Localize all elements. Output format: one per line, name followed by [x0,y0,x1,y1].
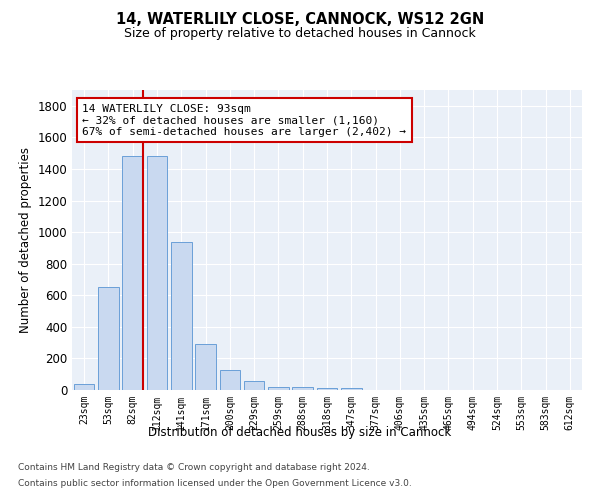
Bar [171,242,191,390]
Bar [341,388,362,390]
Bar [220,370,240,390]
Text: Size of property relative to detached houses in Cannock: Size of property relative to detached ho… [124,28,476,40]
Text: Contains public sector information licensed under the Open Government Licence v3: Contains public sector information licen… [18,478,412,488]
Bar [317,388,337,390]
Bar [122,156,143,390]
Text: 14 WATERLILY CLOSE: 93sqm
← 32% of detached houses are smaller (1,160)
67% of se: 14 WATERLILY CLOSE: 93sqm ← 32% of detac… [82,104,406,136]
Y-axis label: Number of detached properties: Number of detached properties [19,147,32,333]
Bar [146,156,167,390]
Text: Distribution of detached houses by size in Cannock: Distribution of detached houses by size … [148,426,452,439]
Bar [74,384,94,390]
Text: Contains HM Land Registry data © Crown copyright and database right 2024.: Contains HM Land Registry data © Crown c… [18,464,370,472]
Bar [195,344,216,390]
Bar [244,380,265,390]
Bar [98,288,119,390]
Bar [292,386,313,390]
Text: 14, WATERLILY CLOSE, CANNOCK, WS12 2GN: 14, WATERLILY CLOSE, CANNOCK, WS12 2GN [116,12,484,28]
Bar [268,386,289,390]
